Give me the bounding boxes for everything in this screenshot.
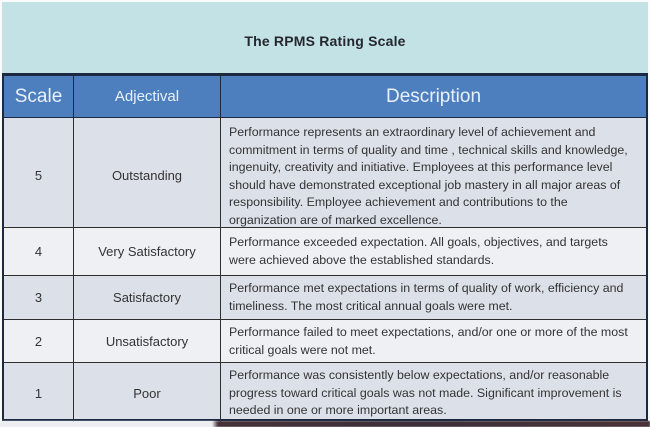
rpms-rating-table: Scale Adjectival Description 5 Outstandi… — [2, 73, 648, 424]
adjectival-cell: Outstanding — [74, 118, 221, 234]
column-header-scale: Scale — [4, 76, 74, 118]
table-row-very-satisfactory: 4 Very Satisfactory Performance exceeded… — [4, 228, 646, 277]
table-row-poor: 1 Poor Performance was consistently belo… — [4, 363, 646, 424]
table-header-row: Scale Adjectival Description — [4, 76, 646, 119]
column-header-description: Description — [385, 85, 482, 107]
description-cell: Performance represents an extraordinary … — [229, 125, 628, 228]
description-cell: Performance failed to meet expectations,… — [229, 325, 628, 357]
description-cell: Performance met expectations in terms of… — [229, 281, 624, 313]
title-band: The RPMS Rating Scale — [2, 2, 648, 74]
adjectival-cell: Poor — [74, 363, 221, 424]
scale-cell: 2 — [4, 320, 74, 364]
description-cell: Performance was consistently below expec… — [229, 368, 622, 418]
scale-cell: 1 — [4, 363, 74, 424]
description-cell: Performance exceeded expectation. All go… — [229, 234, 608, 267]
scale-cell: 3 — [4, 276, 74, 320]
scale-cell: 4 — [4, 228, 74, 276]
table-row-outstanding: 5 Outstanding Performance represents an … — [4, 118, 646, 234]
column-header-adjectival: Adjectival — [74, 76, 221, 118]
cropped-bottom-strip — [0, 421, 650, 427]
adjectival-cell: Very Satisfactory — [74, 228, 221, 276]
page-title: The RPMS Rating Scale — [244, 32, 406, 49]
table-row-unsatisfactory: 2 Unsatisfactory Performance failed to m… — [4, 320, 646, 364]
scale-cell: 5 — [4, 118, 74, 234]
adjectival-cell: Satisfactory — [74, 276, 221, 320]
table-row-satisfactory: 3 Satisfactory Performance met expectati… — [4, 276, 646, 321]
adjectival-cell: Unsatisfactory — [74, 320, 221, 364]
